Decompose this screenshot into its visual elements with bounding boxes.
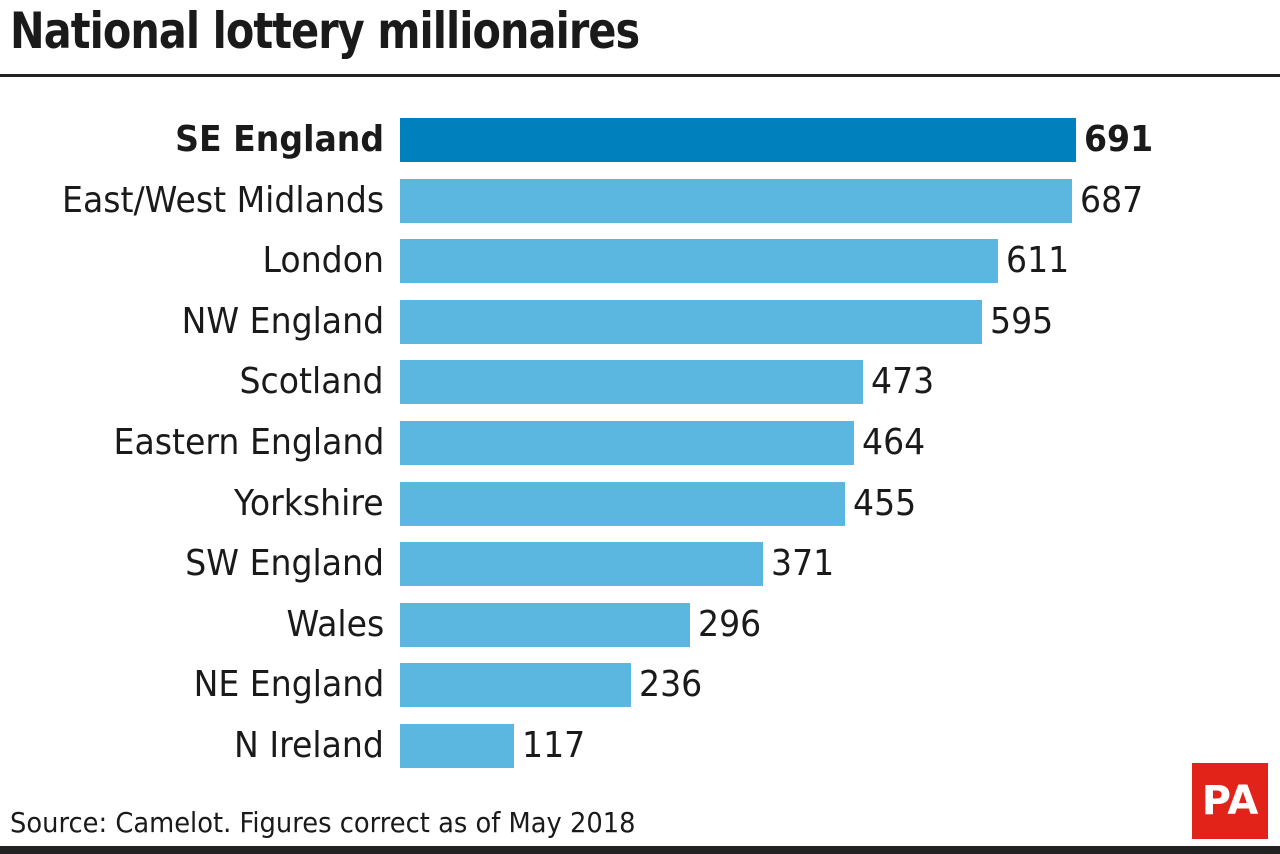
bar xyxy=(400,421,854,465)
category-label: East/West Midlands xyxy=(61,179,384,221)
value-label: 473 xyxy=(870,361,934,403)
bar xyxy=(400,299,983,344)
bar xyxy=(400,239,998,284)
bar-row: East/West Midlands 687 xyxy=(0,178,1280,223)
title-divider xyxy=(0,74,1280,77)
pa-logo: PA xyxy=(1192,763,1268,839)
bar-row: NE England 236 xyxy=(0,663,1280,708)
value-label: 595 xyxy=(990,300,1054,342)
bar-row: N Ireland 117 xyxy=(0,724,1280,768)
bar xyxy=(400,481,846,526)
bar xyxy=(400,118,1076,162)
bar-row: NW England 595 xyxy=(0,299,1280,344)
bar-row: Eastern England 464 xyxy=(0,421,1280,465)
bar xyxy=(400,542,763,587)
category-label: SE England xyxy=(175,119,384,160)
bar-row: SE England 691 xyxy=(0,118,1280,162)
bar xyxy=(400,178,1073,223)
bar xyxy=(400,724,515,768)
value-label: 117 xyxy=(522,725,586,766)
category-label: Eastern England xyxy=(113,422,384,463)
bar-row: Wales 296 xyxy=(0,602,1280,647)
value-label: 464 xyxy=(861,422,926,463)
bar xyxy=(400,602,690,647)
bar-row: SW England 371 xyxy=(0,542,1280,587)
bar-row: Scotland 473 xyxy=(0,360,1280,405)
value-label: 687 xyxy=(1080,179,1144,221)
chart-title: National lottery millionaires xyxy=(10,2,640,60)
category-label: Scotland xyxy=(240,361,384,403)
value-label: 236 xyxy=(638,664,703,706)
bar xyxy=(400,663,631,708)
value-label: 371 xyxy=(770,543,835,585)
bar xyxy=(400,360,863,405)
bar-row: London 611 xyxy=(0,239,1280,284)
value-label: 296 xyxy=(697,603,761,645)
category-label: London xyxy=(262,240,384,282)
source-note: Source: Camelot. Figures correct as of M… xyxy=(10,806,636,839)
value-label: 691 xyxy=(1084,119,1154,160)
category-label: SW England xyxy=(185,543,384,585)
category-label: NE England xyxy=(193,664,384,706)
category-label: Wales xyxy=(286,603,384,645)
category-label: N Ireland xyxy=(234,725,384,766)
value-label: 455 xyxy=(853,482,917,524)
bottom-rule xyxy=(0,846,1280,854)
category-label: NW England xyxy=(181,300,384,342)
value-label: 611 xyxy=(1005,240,1069,282)
category-label: Yorkshire xyxy=(234,482,384,524)
bar-row: Yorkshire 455 xyxy=(0,481,1280,526)
